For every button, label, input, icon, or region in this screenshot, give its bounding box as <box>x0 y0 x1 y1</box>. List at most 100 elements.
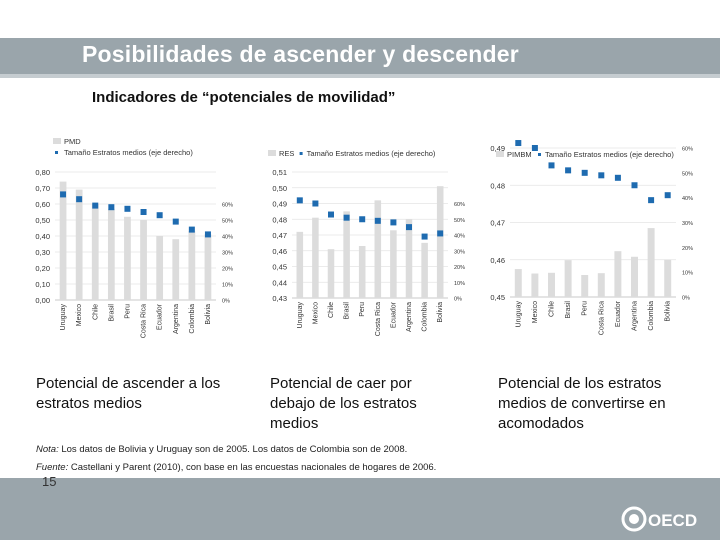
bar-uruguay <box>59 181 67 300</box>
category-label: Brasil <box>565 301 572 319</box>
marker-colombia <box>421 233 428 240</box>
bar-brasil <box>343 211 350 298</box>
y2-tick-label: 60% <box>454 202 465 208</box>
y2-tick-label: 30% <box>682 221 693 227</box>
y2-tick-label: 20% <box>222 267 233 273</box>
logo-text: OECD <box>648 511 697 530</box>
y-tick-label: 0,47 <box>272 231 287 240</box>
category-label: Chile <box>549 301 556 317</box>
category-label: Peru <box>359 302 366 317</box>
bar-chile <box>327 249 335 298</box>
marker-costa-rica <box>598 172 605 179</box>
category-label: Bolivia <box>437 302 444 323</box>
bar-uruguay <box>514 269 522 297</box>
category-label: Peru <box>582 301 589 316</box>
bar-chile <box>91 204 99 300</box>
marker-chile <box>328 211 334 218</box>
category-label: Mexico <box>76 304 83 326</box>
bar-mexico <box>312 217 319 298</box>
y2-tick-label: 20% <box>682 246 693 252</box>
legend-marker-label: Tamaño Estratos medios (eje derecho) <box>64 148 193 157</box>
bar-argentina <box>172 239 180 300</box>
source-text: Castellani y Parent (2010), con base en … <box>68 462 437 473</box>
marker-uruguay <box>60 191 67 198</box>
y2-tick-label: 0% <box>682 296 690 302</box>
category-label: Ecuador <box>615 300 622 327</box>
y-tick-label: 0,44 <box>272 278 287 287</box>
y-tick-label: 0,50 <box>272 184 287 193</box>
y-tick-label: 0,10 <box>35 280 50 289</box>
marker-mexico <box>531 145 538 151</box>
y2-tick-label: 0% <box>454 297 462 303</box>
caption-ascend: Potencial de ascender a los estratos med… <box>36 375 221 412</box>
bar-brasil <box>564 260 572 297</box>
bar-colombia <box>188 231 196 300</box>
category-label: Uruguay <box>515 301 522 328</box>
y-tick-label: 0,45 <box>272 263 287 272</box>
category-label: Bolivia <box>665 301 672 322</box>
y2-tick-label: 40% <box>454 234 465 240</box>
marker-peru <box>581 169 588 176</box>
marker-colombia <box>188 226 195 233</box>
marker-bolivia <box>664 192 671 199</box>
marker-brasil <box>108 204 115 211</box>
bar-brasil <box>107 208 115 300</box>
bar-argentina <box>405 219 413 298</box>
marker-mexico <box>312 200 319 207</box>
marker-colombia <box>648 197 655 204</box>
y2-tick-label: 60% <box>682 147 693 153</box>
y2-tick-label: 50% <box>682 171 693 177</box>
y-tick-label: 0,30 <box>35 248 50 257</box>
legend-swatch-marker <box>55 151 58 154</box>
y-tick-label: 0,46 <box>490 256 505 265</box>
category-label: Brasil <box>108 304 115 322</box>
y2-tick-label: 10% <box>682 271 693 277</box>
category-label: Argentina <box>632 301 639 331</box>
y2-tick-label: 40% <box>222 235 233 241</box>
caption-fall: Potencial de caer por debajo de los estr… <box>270 375 417 432</box>
marker-chile <box>548 162 555 169</box>
marker-chile <box>92 202 99 209</box>
marker-mexico <box>76 196 83 203</box>
marker-uruguay <box>515 140 522 147</box>
y2-tick-label: 60% <box>222 203 233 209</box>
category-label: Colombia <box>648 301 655 331</box>
y-tick-label: 0,00 <box>35 296 50 305</box>
y-tick-label: 0,49 <box>272 200 287 209</box>
y-tick-label: 0,60 <box>35 200 50 209</box>
marker-ecuador <box>614 174 621 181</box>
slide-subtitle: Indicadores de “potenciales de movilidad… <box>92 89 396 106</box>
y-tick-label: 0,43 <box>272 294 287 303</box>
category-label: Brasil <box>344 302 351 320</box>
y-tick-label: 0,48 <box>490 181 505 190</box>
marker-bolivia <box>437 230 444 237</box>
legend-bar-label: PMD <box>64 137 81 146</box>
y2-tick-label: 50% <box>222 219 233 225</box>
category-label: Ecuador <box>390 301 397 328</box>
bar-peru <box>124 216 131 300</box>
bar-costa-rica <box>140 220 147 300</box>
bar-bolivia <box>664 259 672 297</box>
bar-argentina <box>631 256 638 297</box>
marker-costa-rica <box>374 217 381 224</box>
bar-peru <box>358 246 366 298</box>
category-label: Uruguay <box>297 302 304 329</box>
y-tick-label: 0,40 <box>35 232 50 241</box>
marker-argentina <box>631 182 638 189</box>
title-band <box>0 74 720 78</box>
marker-ecuador <box>390 219 397 226</box>
marker-peru <box>359 216 366 223</box>
y-tick-label: 0,45 <box>490 293 505 302</box>
y2-tick-label: 0% <box>222 299 230 305</box>
y2-tick-label: 10% <box>222 283 233 289</box>
legend-swatch-marker <box>538 153 541 156</box>
source-label: Fuente: <box>36 462 69 473</box>
legend-swatch-bar <box>496 151 504 157</box>
y-tick-label: 0,20 <box>35 264 50 273</box>
legend-bar-label: RES <box>279 149 294 158</box>
legend-marker-label: Tamaño Estratos medios (eje derecho) <box>545 150 674 159</box>
bar-colombia <box>421 242 428 298</box>
y-tick-label: 0,49 <box>490 144 505 153</box>
note-label: Nota: <box>36 444 59 455</box>
marker-bolivia <box>204 231 211 238</box>
